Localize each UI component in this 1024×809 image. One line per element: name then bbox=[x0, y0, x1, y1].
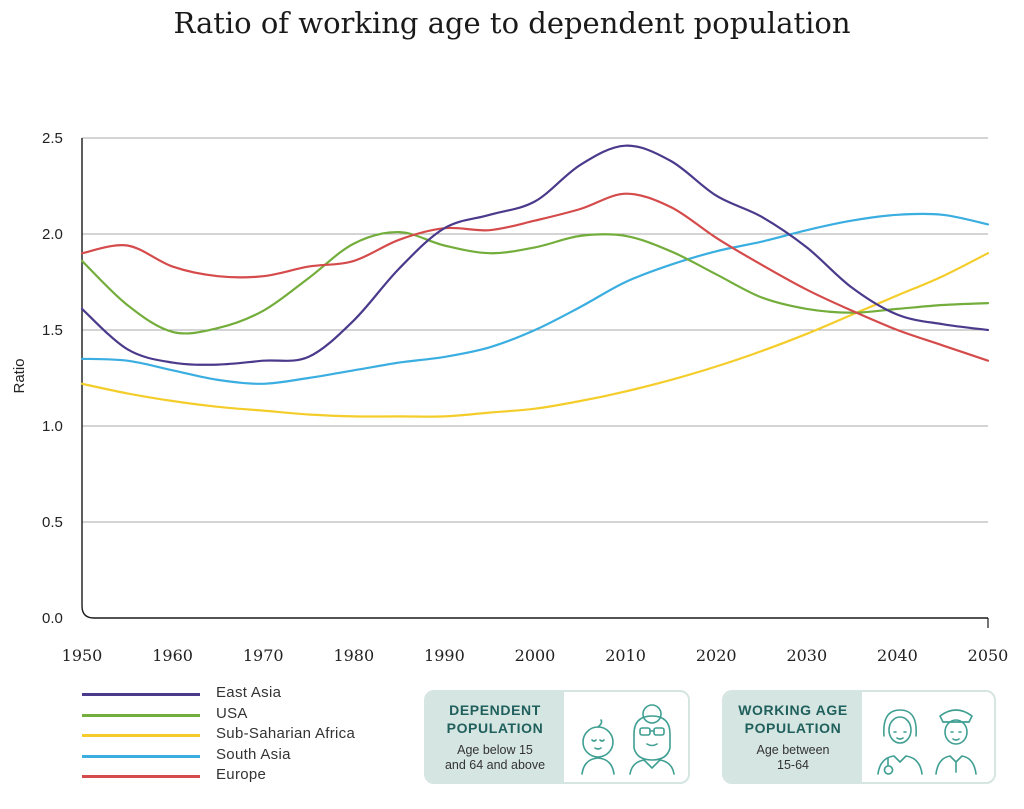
legend-item: Europe bbox=[82, 766, 402, 786]
legend-item: East Asia bbox=[82, 684, 402, 704]
card-sub-line: Age below 15 bbox=[457, 743, 533, 757]
x-tick-label: 2010 bbox=[605, 646, 646, 665]
legend-item: Sub-Saharian Africa bbox=[82, 725, 402, 745]
card-sub-line: 15-64 bbox=[777, 758, 809, 772]
x-tick-label: 2020 bbox=[696, 646, 737, 665]
card-heading-line: POPULATION bbox=[446, 720, 544, 736]
elderly-person-icon bbox=[629, 704, 675, 775]
legend-label: Europe bbox=[216, 766, 267, 784]
series-line-east-asia bbox=[80, 144, 990, 366]
legend-label: South Asia bbox=[216, 745, 291, 763]
legend-swatch bbox=[82, 713, 200, 717]
card-heading-line: DEPENDENT bbox=[449, 702, 541, 718]
legend-swatch bbox=[82, 775, 200, 779]
x-tick-label: 2050 bbox=[968, 646, 1009, 665]
legend-swatch bbox=[82, 734, 200, 738]
legend-item: USA bbox=[82, 705, 402, 725]
legend-label: Sub-Saharian Africa bbox=[216, 725, 356, 743]
x-tick-label: 1950 bbox=[62, 646, 103, 665]
dependent-population-card: DEPENDENT POPULATION Age below 15 and 64… bbox=[424, 690, 690, 784]
card-heading-line: POPULATION bbox=[744, 720, 842, 736]
series-line-europe bbox=[80, 192, 990, 362]
legend-label: East Asia bbox=[216, 684, 282, 701]
series-line-south-asia bbox=[80, 212, 990, 385]
y-tick-label: 2.0 bbox=[42, 226, 63, 243]
x-tick-label: 1970 bbox=[243, 646, 284, 665]
chart-title: Ratio of working age to dependent popula… bbox=[173, 6, 851, 40]
police-officer-icon bbox=[935, 709, 977, 775]
nurse-icon bbox=[877, 709, 923, 775]
legend-swatch bbox=[82, 693, 200, 696]
legend-label: USA bbox=[216, 704, 248, 722]
working-age-population-card: WORKING AGE POPULATION Age between 15-64 bbox=[722, 690, 996, 784]
x-tick-label: 1990 bbox=[424, 646, 465, 665]
legend-item: South Asia bbox=[82, 746, 402, 766]
x-tick-label: 2000 bbox=[515, 646, 556, 665]
legend-swatch bbox=[82, 754, 200, 758]
card-heading-line: WORKING AGE bbox=[738, 702, 848, 718]
baby-icon bbox=[581, 719, 615, 775]
y-tick-label: 2.5 bbox=[42, 130, 63, 147]
y-tick-label: 0.0 bbox=[42, 610, 63, 627]
y-tick-label: 0.5 bbox=[42, 514, 63, 531]
x-tick-label: 2030 bbox=[786, 646, 827, 665]
x-tick-label: 1960 bbox=[152, 646, 193, 665]
y-axis-label: Ratio bbox=[11, 358, 28, 393]
x-tick-label: 1980 bbox=[333, 646, 374, 665]
x-tick-label: 2040 bbox=[877, 646, 918, 665]
axes bbox=[81, 138, 988, 619]
card-sub-line: Age between bbox=[756, 743, 830, 757]
y-tick-label: 1.0 bbox=[42, 418, 63, 435]
card-sub-line: and 64 and above bbox=[444, 758, 546, 772]
series-line-sub-saharian-africa bbox=[80, 252, 990, 418]
series-line-usa bbox=[80, 230, 990, 335]
y-tick-label: 1.5 bbox=[42, 322, 63, 339]
